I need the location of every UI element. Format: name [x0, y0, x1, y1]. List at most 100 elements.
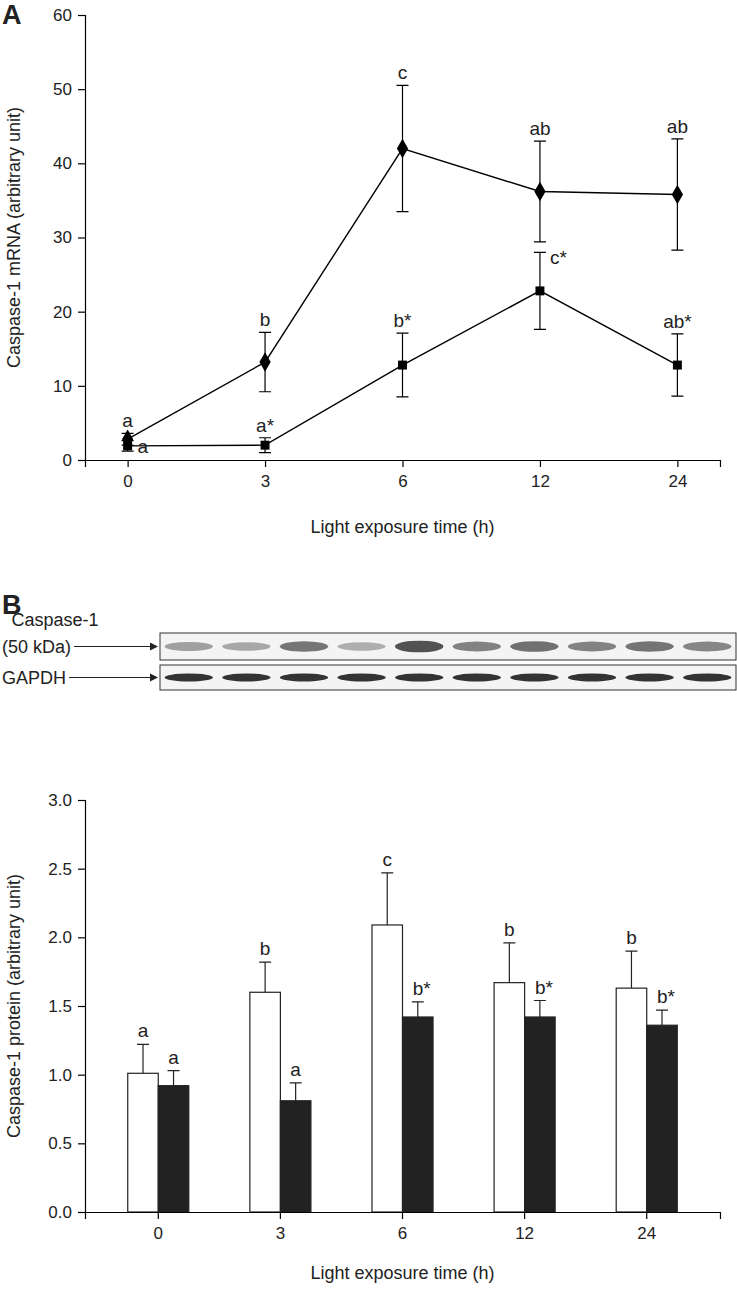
tick: 0.0 — [48, 1203, 85, 1222]
annotation: b — [626, 927, 637, 948]
blot-band — [683, 642, 731, 652]
error-bar — [168, 1071, 180, 1086]
annotation: b* — [657, 986, 676, 1007]
tick-label: 50 — [53, 80, 72, 99]
blot-band — [683, 674, 731, 682]
tick-label: 6 — [398, 1224, 407, 1243]
annotation: a — [168, 1047, 179, 1068]
annotation: ab* — [663, 311, 692, 332]
tick: 24 — [668, 460, 687, 491]
tick-mark — [402, 460, 403, 467]
blot-band — [337, 674, 385, 682]
blot-band — [510, 641, 558, 652]
tick-mark — [78, 460, 85, 461]
error-bar — [534, 1001, 546, 1017]
error-bar — [381, 873, 393, 925]
x-axis-title: Light exposure time (h) — [310, 517, 494, 537]
bar — [647, 1025, 678, 1212]
tick-mark — [78, 1212, 85, 1213]
marker — [673, 361, 682, 370]
blot-label: Caspase-1 — [11, 610, 98, 630]
tick-mark — [78, 89, 85, 90]
error-bar — [656, 1010, 668, 1025]
plot-area — [122, 85, 684, 452]
annotation: ab — [667, 116, 688, 137]
error-bar — [259, 332, 271, 391]
tick: 3 — [261, 460, 270, 491]
error-bar — [503, 943, 515, 983]
tick: 60 — [53, 6, 85, 25]
tick-label: 20 — [53, 303, 72, 322]
error-bar — [671, 139, 683, 250]
blot-arrowhead — [150, 674, 158, 682]
tick-label: 30 — [53, 228, 72, 247]
blot-band — [222, 674, 270, 682]
tick: 12 — [531, 460, 550, 491]
annotation: b* — [394, 310, 413, 331]
blot-band — [222, 642, 270, 651]
marker — [398, 361, 407, 370]
blot-label: (50 kDa) — [2, 637, 71, 657]
tick-mark — [78, 237, 85, 238]
tick-label: 0.5 — [48, 1134, 72, 1153]
error-bar — [137, 1044, 149, 1073]
y-axis-title: Caspase-1 protein (arbitrary unit) — [4, 874, 24, 1138]
axis-line — [86, 461, 721, 468]
tick: 0.5 — [48, 1134, 85, 1153]
annotation: b — [260, 938, 271, 959]
annotations: abcababaa*b*c*ab* — [122, 62, 692, 456]
tick-label: 3.0 — [48, 791, 72, 810]
blot-band — [568, 642, 616, 652]
x-axis: 0 3 6 12 24 — [86, 460, 721, 491]
plot-area — [128, 873, 678, 1212]
tick: 2.0 — [48, 928, 85, 947]
tick-label: 0.0 — [48, 1203, 72, 1222]
tick: 3.0 — [48, 791, 85, 810]
tick: 20 — [53, 303, 85, 322]
tick: 0 — [123, 460, 132, 491]
x-axis-title: Light exposure time (h) — [310, 1263, 494, 1283]
tick: 1.5 — [48, 997, 85, 1016]
tick-label: 0 — [154, 1224, 163, 1243]
annotation: a* — [256, 415, 275, 436]
tick-label: 40 — [53, 154, 72, 173]
chart-0: abcababaa*b*c*ab*01020304050600361224ALi… — [2, 0, 721, 537]
error-bar — [534, 141, 546, 242]
error-bar — [259, 438, 271, 453]
error-bar — [534, 252, 546, 329]
bar — [158, 1086, 189, 1212]
tick: 40 — [53, 154, 85, 173]
tick-mark — [78, 869, 85, 870]
blot-band — [395, 674, 443, 682]
tick: 50 — [53, 80, 85, 99]
blot-band — [165, 642, 213, 651]
tick-label: 24 — [668, 472, 687, 491]
axis-line — [78, 16, 86, 461]
marker — [261, 441, 270, 450]
tick: 0 — [63, 451, 85, 470]
error-bar — [671, 334, 683, 396]
tick: 3 — [276, 1212, 285, 1243]
tick-mark — [646, 1212, 647, 1219]
tick-mark — [78, 163, 85, 164]
tick-label: 12 — [531, 472, 550, 491]
tick-mark — [78, 15, 85, 16]
tick-label: 24 — [637, 1224, 656, 1243]
axis-line — [78, 801, 86, 1213]
series-line — [128, 291, 678, 446]
y-axis: 0 10 20 30 40 50 60 — [53, 6, 85, 470]
tick-label: 2.5 — [48, 860, 72, 879]
annotation: b* — [413, 978, 432, 999]
blot-band — [395, 641, 443, 653]
annotation: c — [382, 849, 392, 870]
tick-mark — [78, 800, 85, 801]
tick: 10 — [53, 377, 85, 396]
annotation: c — [398, 62, 408, 83]
marker — [534, 182, 545, 202]
tick-mark — [78, 1143, 85, 1144]
tick-label: 1.5 — [48, 997, 72, 1016]
tick: 6 — [398, 460, 407, 491]
tick-mark — [128, 460, 129, 467]
bar — [128, 1073, 159, 1212]
annotations: abcbbaab*b*b* — [138, 849, 676, 1080]
